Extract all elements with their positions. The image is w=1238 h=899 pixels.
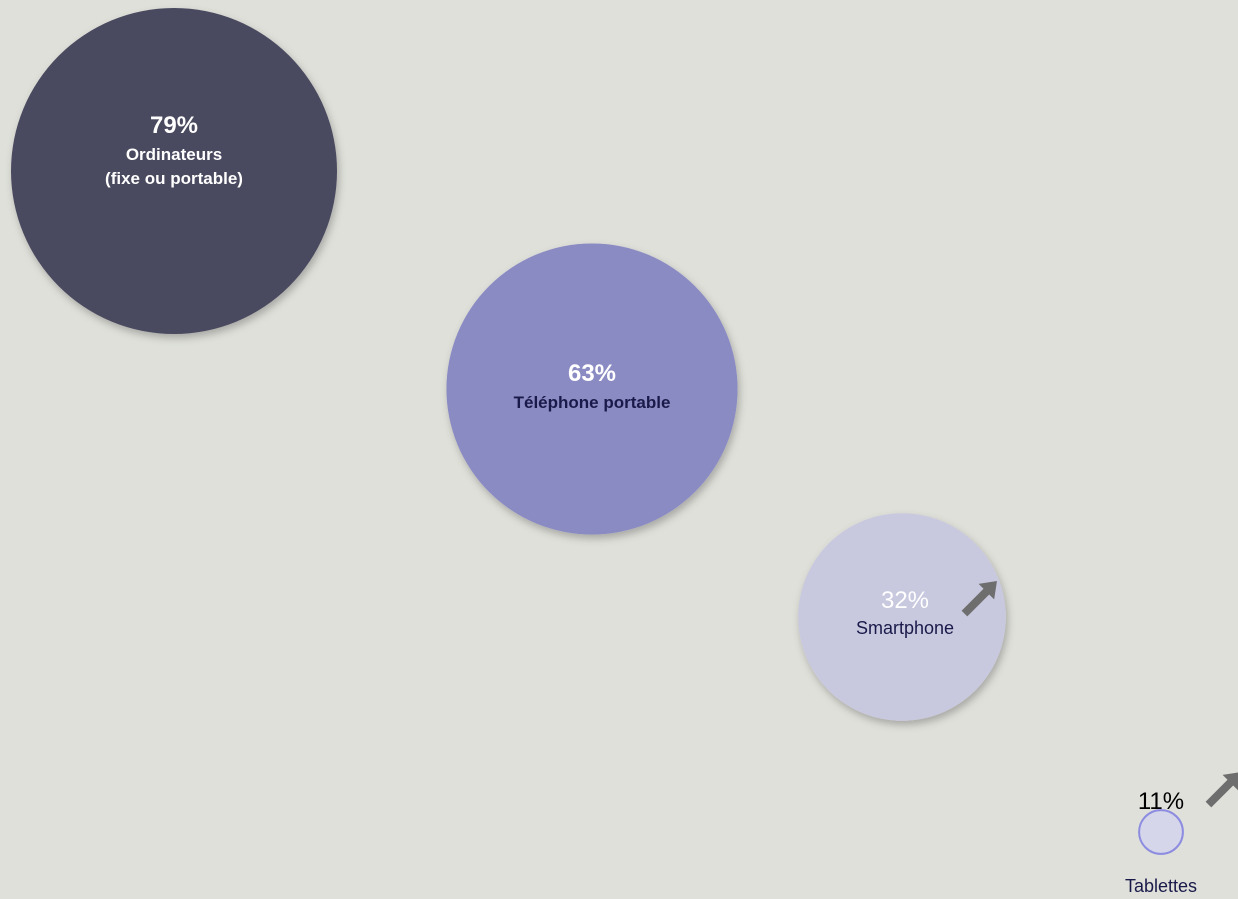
trend-up-arrow-icon-tablettes xyxy=(1205,772,1238,808)
trend-up-arrow-shape-tablettes xyxy=(1205,772,1238,808)
bubble-smartphone xyxy=(798,513,1006,721)
bubble-category-ordinateurs-detail: (fixe ou portable) xyxy=(105,169,243,189)
bubble-label-ordinateurs: 79% Ordinateurs (fixe ou portable) xyxy=(105,112,243,190)
bubble-percent-smartphone: 32% xyxy=(880,587,930,614)
trend-up-arrow-shape-smartphone xyxy=(961,581,997,617)
trend-up-arrow-icon-smartphone xyxy=(961,581,997,617)
bubble-percent-tablettes: 11% xyxy=(1137,788,1185,815)
bubble-telephone xyxy=(446,243,738,535)
bubble-label-smartphone: 32% Smartphone xyxy=(856,587,954,639)
bubble-label-telephone: 63% Téléphone portable xyxy=(514,360,671,413)
bubble-ordinateurs xyxy=(11,8,337,334)
bubble-category-ordinateurs: Ordinateurs xyxy=(125,144,223,164)
bubble-percent-ordinateurs: 79% xyxy=(149,112,199,139)
bubble-category-smartphone: Smartphone xyxy=(855,617,955,638)
bubble-percent-telephone: 63% xyxy=(567,360,617,387)
bubble-tablettes xyxy=(1138,809,1184,855)
bubble-category-tablettes: Tablettes xyxy=(1124,876,1198,896)
bubble-category-telephone: Téléphone portable xyxy=(513,392,671,412)
